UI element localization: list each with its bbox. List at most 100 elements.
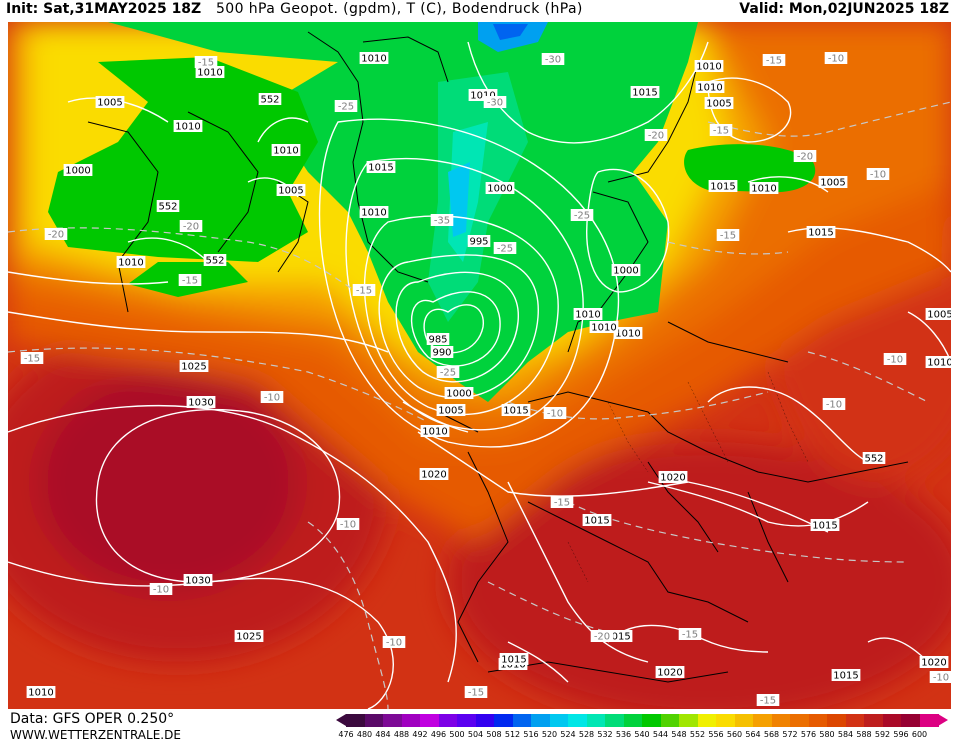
legend-label: 508 [486, 730, 502, 739]
legend-swatch [679, 714, 698, 727]
pressure-label: 1015 [499, 653, 529, 666]
data-source-label: Data: GFS OPER 0.250° [10, 711, 175, 727]
temperature-label-text: -15 [713, 126, 729, 137]
legend-label: 512 [504, 730, 521, 739]
pressure-label-bg [258, 93, 282, 105]
pressure-label: 1005 [925, 308, 951, 321]
temperature-label: -35 [430, 214, 454, 227]
pressure-label-text: 1000 [446, 389, 471, 400]
pressure-label-bg [179, 360, 209, 372]
temperature-label-bg [178, 274, 202, 286]
temperature-label: -25 [436, 366, 460, 379]
pressure-label-layer: 1010100510105521010101055255210101005101… [26, 52, 951, 699]
temperature-label-bg [929, 671, 951, 683]
pressure-label: 1015 [831, 669, 861, 682]
pressure-label-bg [499, 653, 529, 665]
legend-swatch [401, 714, 421, 727]
legend-label: 492 [412, 730, 428, 739]
temperature-label-bg [550, 496, 574, 508]
temperature-label: -15 [716, 229, 740, 242]
pressure-label-bg [818, 176, 848, 188]
legend-label: 556 [708, 730, 724, 739]
pressure-label: 1015 [582, 514, 612, 527]
temperature-label-text: -30 [545, 55, 561, 66]
legend-swatch [660, 714, 680, 727]
temperature-label-bg [541, 53, 565, 65]
pressure-label-text: 1015 [605, 632, 630, 643]
temperature-label-text: -10 [828, 54, 844, 65]
temperature-label: -15 [352, 284, 376, 297]
legend-label: 488 [393, 730, 410, 739]
temperature-label-text: -25 [574, 211, 590, 222]
pressure-label-bg [359, 206, 389, 218]
pressure-label: 1010 [694, 60, 724, 73]
pressure-label-text: 1025 [181, 362, 206, 373]
pressure-label-text: 1010 [361, 54, 386, 65]
pressure-label: 1025 [234, 630, 264, 643]
pressure-label: 1010 [589, 321, 619, 334]
legend-swatch [734, 714, 754, 727]
legend-label: 540 [634, 730, 650, 739]
pressure-label-bg [749, 182, 779, 194]
temperature-label-text: -20 [648, 131, 664, 142]
temperature-label-bg [430, 214, 454, 226]
legend-label: 484 [375, 730, 391, 739]
legend-swatch [494, 714, 513, 727]
pressure-label: 1015 [806, 226, 836, 239]
temperature-label: -10 [260, 391, 284, 404]
pressure-label: 1005 [704, 97, 734, 110]
pressure-label: 552 [862, 452, 886, 465]
legend-label: 580 [819, 730, 835, 739]
temperature-label-text: -20 [594, 632, 610, 643]
pressure-label-text: 1010 [696, 62, 721, 73]
temperature-label-text: -10 [887, 355, 903, 366]
legend-swatch [790, 714, 809, 727]
temperature-label-bg [194, 56, 218, 68]
pressure-label-bg [359, 52, 389, 64]
temperature-label-text: -25 [338, 102, 354, 113]
pressure-label-bg [501, 404, 531, 416]
temperature-label-text: -15 [554, 498, 570, 509]
legend-label: 576 [800, 730, 817, 739]
temperature-label-bg [382, 636, 406, 648]
legend-label: 596 [893, 730, 909, 739]
pressure-label-text: 1010 [273, 146, 298, 157]
pressure-label: 1020 [658, 471, 688, 484]
temperature-label-bg [334, 100, 358, 112]
pressure-label: 1030 [183, 574, 213, 587]
pressure-label-text: 1010 [927, 358, 951, 369]
pressure-label: 1015 [501, 404, 531, 417]
temperature-label-bg [793, 150, 817, 162]
temperature-label-bg [716, 229, 740, 241]
legend-swatch [383, 714, 402, 727]
temperature-label: -10 [883, 353, 907, 366]
temperature-label-text: -15 [760, 696, 776, 707]
legend-label: 584 [837, 730, 854, 739]
temperature-label: -25 [334, 100, 358, 113]
pressure-label-text: 1010 [175, 122, 200, 133]
pressure-label-bg [925, 356, 951, 368]
pressure-label-bg [276, 184, 306, 196]
pressure-label-text: 1010 [751, 184, 776, 195]
temperature-label: -10 [336, 518, 360, 531]
temperature-label-bg [822, 398, 846, 410]
pressure-label-bg [63, 164, 93, 176]
pressure-label-bg [582, 514, 612, 526]
temperature-label: -25 [493, 242, 517, 255]
pressure-label-text: 552 [864, 454, 883, 465]
legend-label: 564 [745, 730, 761, 739]
pressure-label-bg [613, 327, 643, 339]
pressure-label: 1025 [179, 360, 209, 373]
pressure-label: 1010 [271, 144, 301, 157]
pressure-label-bg [831, 669, 861, 681]
temperature-label-text: -10 [264, 393, 280, 404]
pressure-label: 552 [203, 254, 227, 267]
legend-swatch [586, 714, 606, 727]
legend-swatch [771, 714, 791, 727]
pressure-label: 1005 [818, 176, 848, 189]
isotherms [8, 101, 951, 709]
temperature-label: -10 [149, 583, 173, 596]
valid-time-label: Valid: Mon,02JUN2025 18Z [739, 1, 949, 17]
arctic-green-region [48, 57, 318, 262]
pressure-label-bg [708, 180, 738, 192]
